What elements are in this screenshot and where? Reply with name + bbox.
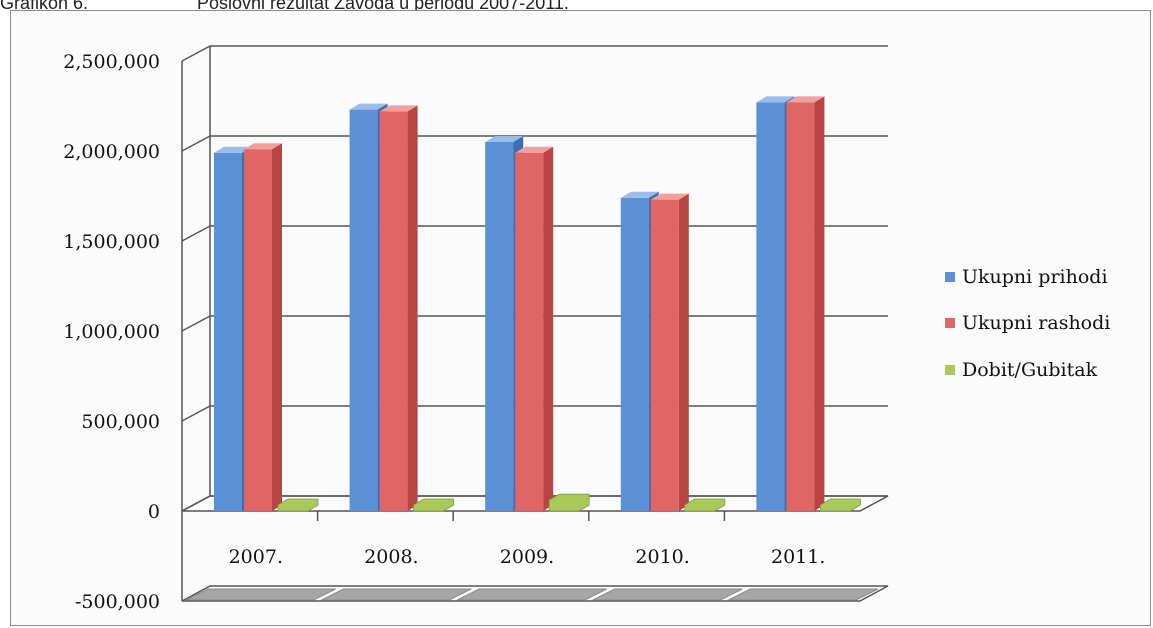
bar-front bbox=[244, 149, 272, 511]
bar-front bbox=[349, 109, 378, 511]
bar-dobit-gubitak bbox=[684, 498, 726, 512]
bar-side bbox=[407, 105, 418, 512]
legend-swatch bbox=[945, 318, 955, 328]
wall-connector bbox=[181, 315, 211, 332]
bar-side bbox=[814, 96, 825, 512]
y-tick-label: 1,500,000 bbox=[63, 231, 160, 253]
bar-top bbox=[485, 136, 524, 142]
wall-connector bbox=[181, 405, 211, 422]
caption-text: Poslovni rezultat Zavoda u periodu 2007-… bbox=[197, 0, 569, 13]
bar-side bbox=[678, 193, 689, 511]
y-tick-label: 2,500,000 bbox=[63, 51, 160, 73]
bar-top bbox=[214, 146, 252, 153]
caption-label: Grafikon 6. bbox=[0, 0, 89, 13]
bar-front bbox=[620, 197, 649, 512]
y-tick-label: -500,000 bbox=[75, 591, 160, 613]
category-label: 2010. bbox=[635, 546, 689, 568]
bar-top bbox=[349, 103, 388, 110]
bar-front bbox=[756, 102, 785, 512]
chart-frame bbox=[10, 10, 1151, 626]
bar-top bbox=[620, 191, 659, 198]
legend-label: Ukupni prihodi bbox=[962, 266, 1108, 288]
floor-slab bbox=[185, 588, 336, 601]
floor-slab bbox=[456, 588, 608, 601]
bar-dobit-gubitak bbox=[277, 498, 319, 512]
y-tick-label: 0 bbox=[148, 501, 160, 523]
wall-connector bbox=[181, 135, 211, 152]
bar-top bbox=[786, 96, 825, 103]
category-label: 2009. bbox=[500, 546, 554, 568]
bar-dobit-gubitak bbox=[548, 493, 590, 512]
category-label: 2011. bbox=[771, 546, 825, 568]
bar-front bbox=[650, 199, 679, 511]
legend-swatch bbox=[945, 272, 955, 282]
bar-front bbox=[485, 142, 514, 511]
bar-top bbox=[244, 143, 282, 150]
floor-slab bbox=[728, 588, 879, 601]
category-label: 2007. bbox=[229, 546, 283, 568]
bar-ukupni-rashodi bbox=[379, 105, 418, 512]
bar-front bbox=[214, 152, 242, 512]
bar-front bbox=[515, 152, 544, 512]
figure-caption: Grafikon 6. Poslovni rezultat Zavoda u p… bbox=[0, 0, 1153, 15]
bar-side bbox=[272, 143, 282, 511]
bar-ukupni-rashodi bbox=[786, 96, 825, 512]
floor-outline bbox=[181, 585, 889, 602]
bar-dobit-gubitak bbox=[413, 498, 455, 512]
bar-top bbox=[379, 105, 418, 112]
bar-top bbox=[515, 146, 554, 153]
bar-top bbox=[756, 96, 795, 103]
bar-side bbox=[543, 146, 554, 512]
wall-connector bbox=[181, 45, 211, 62]
floor-slab bbox=[321, 588, 472, 601]
bar-dobit-gubitak bbox=[820, 498, 861, 512]
wall-connector bbox=[181, 225, 211, 242]
y-tick-label: 2,000,000 bbox=[63, 141, 160, 163]
y-tick-label: 1,000,000 bbox=[63, 321, 160, 343]
bar-front bbox=[786, 102, 815, 512]
bar-ukupni-rashodi bbox=[244, 143, 282, 511]
bar-ukupni-rashodi bbox=[650, 193, 689, 511]
category-label: 2008. bbox=[364, 546, 418, 568]
legend-swatch bbox=[945, 365, 955, 375]
bar-front bbox=[379, 111, 408, 512]
legend-label: Dobit/Gubitak bbox=[962, 359, 1098, 381]
y-tick-label: 500,000 bbox=[81, 411, 160, 433]
legend-label: Ukupni rashodi bbox=[962, 312, 1110, 334]
bar-top bbox=[650, 193, 689, 200]
floor-slab bbox=[592, 588, 743, 601]
bar-ukupni-rashodi bbox=[515, 146, 554, 512]
